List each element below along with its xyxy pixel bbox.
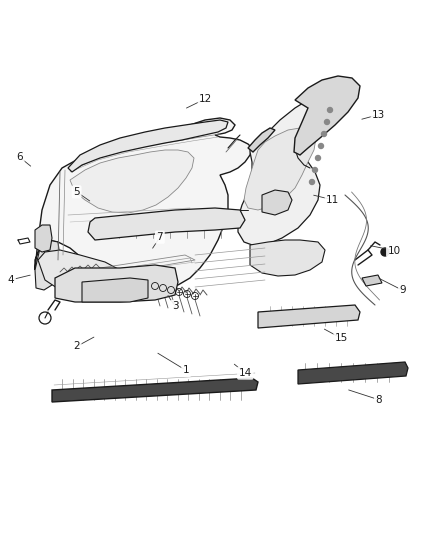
Polygon shape xyxy=(88,208,245,240)
Polygon shape xyxy=(52,378,258,402)
Polygon shape xyxy=(250,240,325,276)
Text: 12: 12 xyxy=(199,94,212,103)
Text: 13: 13 xyxy=(372,110,385,119)
Circle shape xyxy=(325,119,329,125)
Text: 6: 6 xyxy=(16,152,23,162)
Circle shape xyxy=(318,143,324,149)
Text: 5: 5 xyxy=(73,187,80,197)
Circle shape xyxy=(381,248,389,256)
Text: 8: 8 xyxy=(375,395,382,405)
Polygon shape xyxy=(244,128,316,210)
Text: 11: 11 xyxy=(326,195,339,205)
Text: 2: 2 xyxy=(73,342,80,351)
Text: 9: 9 xyxy=(399,286,406,295)
Polygon shape xyxy=(35,225,52,252)
Text: 4: 4 xyxy=(7,275,14,285)
Polygon shape xyxy=(38,250,120,295)
Polygon shape xyxy=(68,120,228,172)
Polygon shape xyxy=(82,278,148,302)
Circle shape xyxy=(312,167,318,173)
Text: 7: 7 xyxy=(156,232,163,242)
Polygon shape xyxy=(248,128,275,152)
Circle shape xyxy=(315,156,321,160)
Circle shape xyxy=(328,108,332,112)
Text: 1: 1 xyxy=(183,366,190,375)
Circle shape xyxy=(321,132,326,136)
Polygon shape xyxy=(70,150,194,213)
Text: 10: 10 xyxy=(388,246,401,255)
Polygon shape xyxy=(35,240,60,290)
Polygon shape xyxy=(55,265,178,302)
Polygon shape xyxy=(294,76,360,155)
Polygon shape xyxy=(238,98,328,246)
Text: 14: 14 xyxy=(239,368,252,378)
Text: 15: 15 xyxy=(335,334,348,343)
Polygon shape xyxy=(258,305,360,328)
Text: 3: 3 xyxy=(172,302,179,311)
Polygon shape xyxy=(298,362,408,384)
Polygon shape xyxy=(35,118,252,292)
Polygon shape xyxy=(362,275,382,286)
Circle shape xyxy=(310,180,314,184)
Polygon shape xyxy=(262,190,292,215)
